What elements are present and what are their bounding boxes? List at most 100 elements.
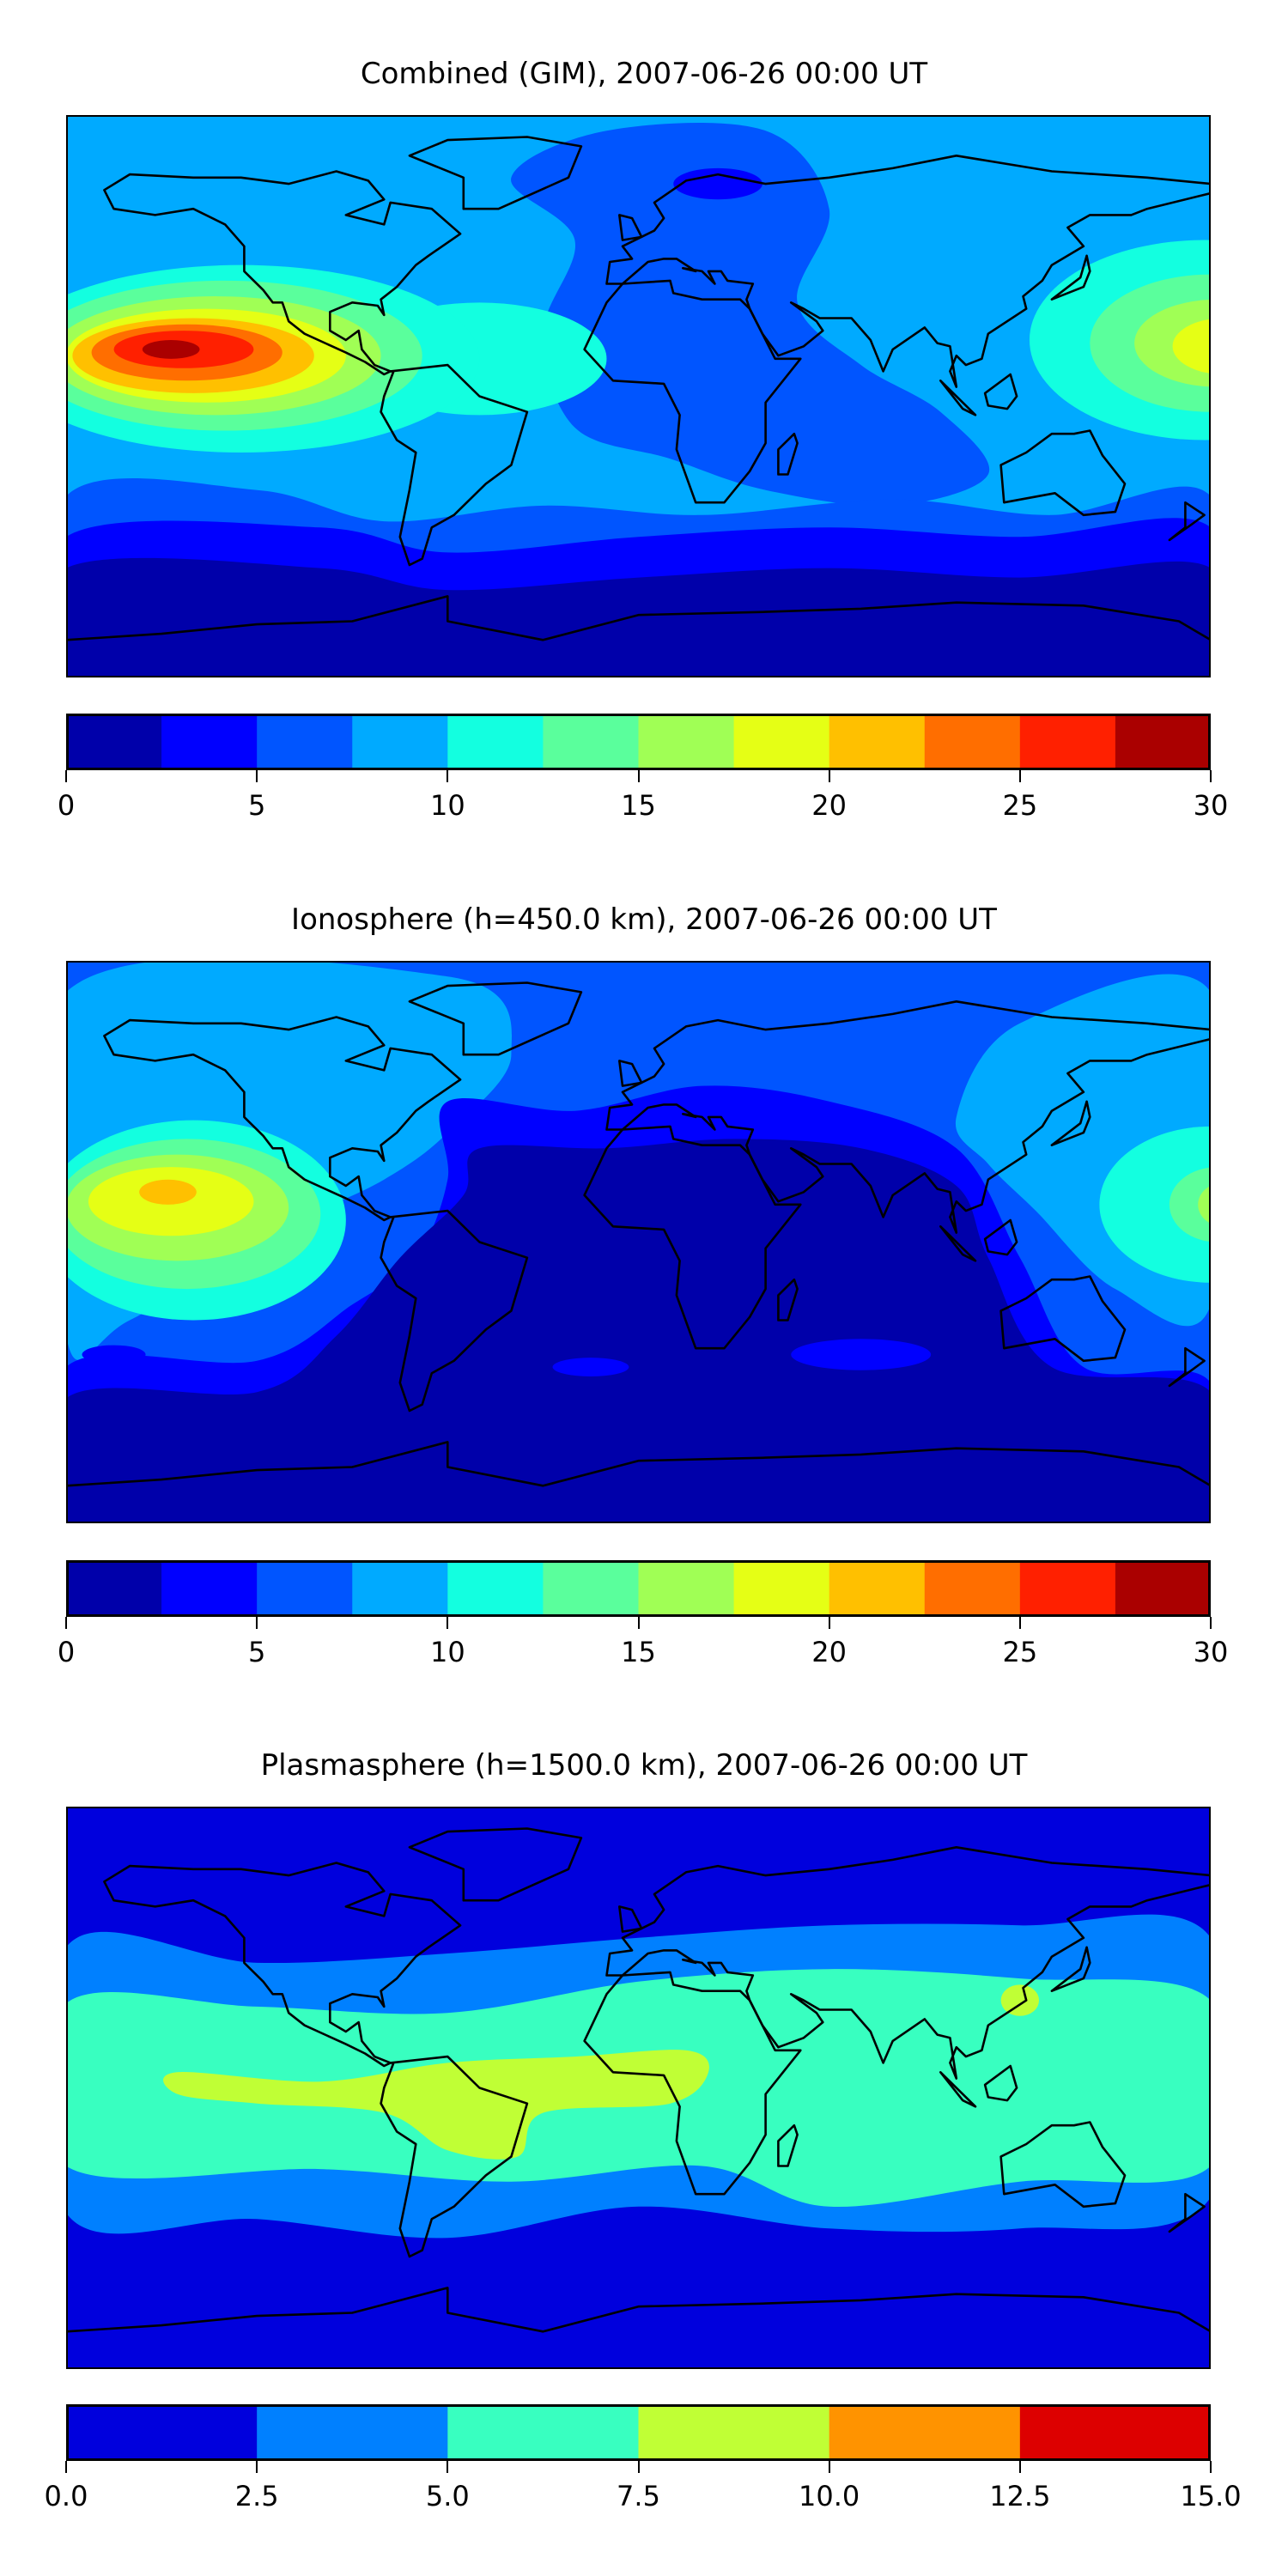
coastline-madagascar	[777, 432, 799, 476]
colorbar-segment	[733, 714, 830, 770]
map-ionosphere	[66, 961, 1211, 1523]
contour-band	[66, 557, 1211, 677]
colorbar-tick-label: 12.5	[989, 2480, 1051, 2512]
coastline-uk	[618, 1060, 643, 1087]
colorbar-segment	[257, 2404, 448, 2461]
colorbar-segment	[1115, 714, 1211, 770]
colorbar-combined	[66, 714, 1211, 770]
contour-band	[673, 167, 762, 200]
colorbar-segment	[257, 714, 353, 770]
coastline-australia	[999, 2121, 1127, 2208]
coastline-borneo	[983, 373, 1018, 410]
colorbar-segment	[447, 2404, 639, 2461]
coastline-japan	[1050, 1100, 1091, 1146]
coastline-madagascar	[777, 2123, 799, 2167]
colorbar-segment	[733, 1560, 830, 1617]
colorbar-segment	[829, 2404, 1021, 2461]
colorbar-tick-label: 10.0	[799, 2480, 860, 2512]
coastline-north-america	[103, 170, 462, 376]
colorbar-tick-label: 20	[811, 789, 848, 822]
contour-band	[142, 340, 200, 359]
colorbar-tick-mark	[256, 1617, 258, 1629]
map-frame	[66, 115, 1211, 677]
colorbar-tick-mark	[447, 2461, 449, 2473]
coastline-south-america	[380, 1209, 529, 1413]
colorbar-segment	[638, 2404, 830, 2461]
colorbar-tick-label: 10	[429, 789, 465, 822]
contour-band	[552, 1358, 629, 1376]
colorbar-plasmasphere	[66, 2404, 1211, 2461]
coastline-north-america	[103, 1862, 462, 2068]
coastline-borneo	[983, 2064, 1018, 2102]
colorbar-segment	[66, 2404, 258, 2461]
coastline-africa	[583, 1971, 802, 2196]
colorbar-tick-label: 10	[429, 1636, 465, 1668]
coastline-eurasia	[605, 155, 1211, 388]
coastline-sumatra	[939, 380, 977, 416]
colorbar-segment	[829, 1560, 926, 1617]
coastline-japan	[1050, 254, 1091, 301]
colorbar-segment	[161, 714, 258, 770]
coastline-antarctica	[66, 595, 1211, 677]
contour-band	[791, 1339, 932, 1370]
colorbar-tick-label: 5	[247, 1636, 266, 1668]
colorbar-tick-mark	[1018, 2461, 1021, 2473]
colorbar-segment	[257, 1560, 353, 1617]
contour-band	[1198, 1185, 1211, 1224]
contour-band	[1172, 319, 1211, 374]
colorbar-segment	[1019, 1560, 1116, 1617]
map-plasmasphere	[66, 1807, 1211, 2369]
colorbar-segment	[924, 714, 1021, 770]
map-combined-gim	[66, 115, 1211, 677]
contour-band	[1099, 1126, 1211, 1283]
colorbar-segment	[447, 714, 544, 770]
colorbar-segment	[924, 1560, 1021, 1617]
colorbar-frame	[66, 1560, 1211, 1617]
colorbar-segment	[1019, 2404, 1211, 2461]
panel-title-plasmasphere: Plasmasphere (h=1500.0 km), 2007-06-26 0…	[260, 1748, 1028, 1783]
colorbar-tick-mark	[65, 1617, 67, 1629]
coastline-antarctica	[66, 2287, 1211, 2369]
contour-band	[139, 1179, 197, 1205]
colorbar-tick-mark	[1210, 770, 1212, 782]
colorbar-tick-mark	[447, 1617, 449, 1629]
colorbar-tick-label: 20	[811, 1636, 848, 1668]
colorbar-tick-label: 5	[247, 789, 266, 822]
colorbar-tick-mark	[637, 1617, 640, 1629]
colorbar-tick-mark	[828, 1617, 830, 1629]
contour-band	[163, 2050, 709, 2160]
colorbar-tick-label: 5.0	[425, 2480, 470, 2512]
panel-title-ionosphere: Ionosphere (h=450.0 km), 2007-06-26 00:0…	[291, 902, 997, 937]
colorbar-tick-mark	[256, 770, 258, 782]
coastline-eurasia	[605, 1000, 1211, 1234]
colorbar-tick-mark	[637, 770, 640, 782]
contour-band	[1169, 1167, 1211, 1242]
colorbar-segment	[447, 1560, 544, 1617]
colorbar-tick-label: 15	[621, 1636, 656, 1668]
coastline-uk	[618, 1905, 643, 1933]
colorbar-tick-mark	[637, 2461, 640, 2473]
coastline-madagascar	[777, 1278, 799, 1321]
colorbar-tick-label: 15.0	[1180, 2480, 1242, 2512]
map-frame	[66, 961, 1211, 1523]
coastline-south-america	[380, 2055, 529, 2258]
coastline-uk	[618, 214, 643, 241]
coastline-australia	[999, 1275, 1127, 1363]
colorbar-tick-mark	[1018, 770, 1021, 782]
colorbar-tick-label: 2.5	[234, 2480, 279, 2512]
colorbar-segment	[543, 1560, 639, 1617]
coastline-antarctica	[66, 1441, 1211, 1523]
colorbar-frame	[66, 2404, 1211, 2461]
colorbar-segment	[66, 714, 162, 770]
colorbar-tick-label: 25	[1002, 789, 1038, 822]
coastline-new-zealand	[1168, 2192, 1206, 2233]
coastline-australia	[999, 429, 1127, 517]
colorbar-tick-mark	[828, 2461, 830, 2473]
colorbar-segment	[543, 714, 639, 770]
colorbar-segment	[638, 714, 735, 770]
colorbar-segment	[1115, 1560, 1211, 1617]
colorbar-tick-label: 7.5	[617, 2480, 660, 2512]
coastline-greenland	[408, 981, 583, 1056]
colorbar-tick-label: 15	[621, 789, 656, 822]
colorbar-segment	[638, 1560, 735, 1617]
